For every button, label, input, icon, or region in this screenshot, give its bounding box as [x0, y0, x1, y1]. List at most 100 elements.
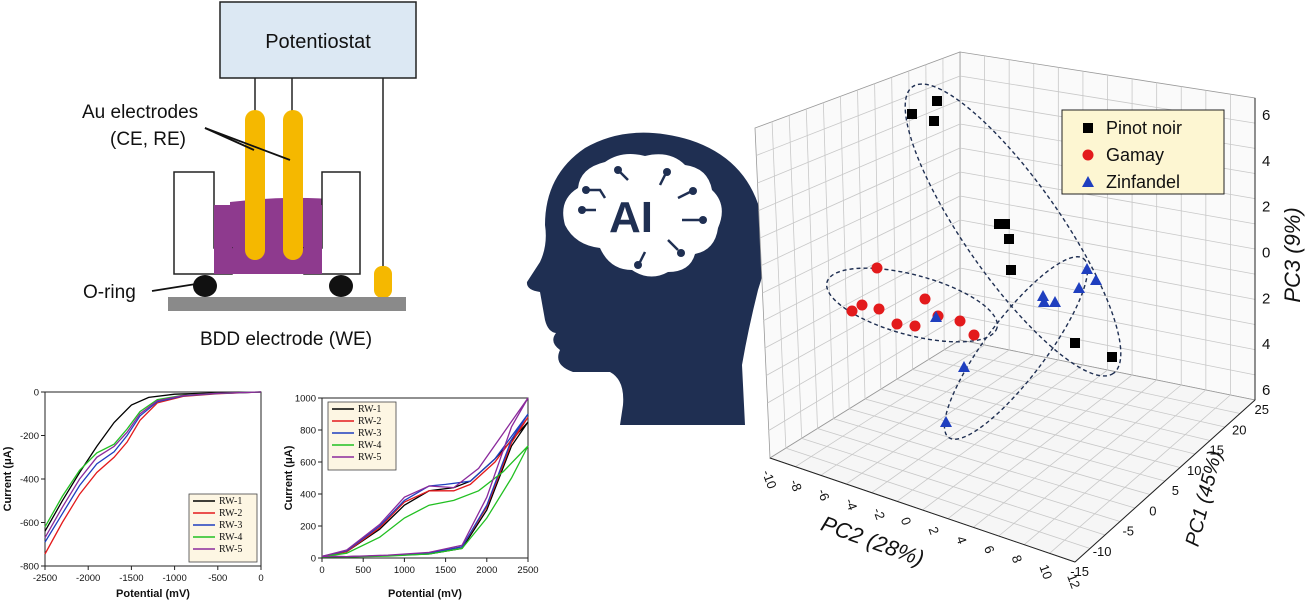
pca-gridline [944, 349, 1241, 414]
pca-ztick-label: 4 [1262, 153, 1270, 170]
pca-ytick-label: -5 [1122, 524, 1134, 539]
c1-xtick-label: -1500 [119, 573, 143, 584]
c2-legend-box [327, 401, 397, 471]
cluster-ellipse-zinfandel [943, 256, 1089, 440]
potentiostat-box [219, 1, 417, 79]
c2-ytick-label: 1000 [295, 394, 316, 405]
c1-ytick-label: -400 [20, 475, 39, 486]
c1-legend-box [188, 493, 258, 563]
pca-points-group [846, 96, 1117, 427]
pca-xtick-label: 10 [1036, 562, 1055, 581]
pca-point-gamay [968, 329, 980, 341]
pca-xtick-label: -10 [759, 468, 780, 491]
au-electrode-ce [245, 110, 265, 260]
chart2-xlabel: Potential (mV) [388, 588, 462, 600]
pca-point-zinfandel [1038, 296, 1050, 307]
c1-ytick-label: -600 [20, 518, 39, 529]
chart2-ylabel: Current (μA) [283, 445, 295, 510]
pca-ztick-label: 4 [1262, 336, 1270, 353]
c2-ytick-label: 400 [300, 490, 316, 501]
c1-legend-label: RW-1 [219, 496, 242, 507]
pca-legend-label: Gamay [1106, 145, 1164, 165]
cell-solution-right [304, 205, 322, 274]
au-electrodes-label-1: Au electrodes [82, 102, 198, 123]
c1-ytick-label: -800 [20, 562, 39, 573]
pca-ytick-label: 10 [1187, 463, 1201, 478]
c2-xtick-label: 500 [355, 565, 371, 576]
pca-gridline [959, 315, 1256, 376]
pca-legend-marker [1083, 123, 1093, 133]
chart1-ylabel: Current (μA) [2, 446, 14, 511]
we-contact [374, 266, 392, 298]
pca-point-zinfandel [1037, 290, 1049, 301]
pca-xtick-label: -4 [842, 496, 860, 512]
chart1-legend: RW-1RW-2RW-3RW-4RW-5 [188, 493, 258, 563]
pca-gridline [959, 291, 1256, 351]
pca-ytick-label: 15 [1210, 443, 1224, 458]
pca-point-zinfandel [1073, 282, 1085, 293]
oring-label: O-ring [83, 282, 136, 303]
chart1-series-group [44, 391, 262, 555]
pca-point-pinot-noir [994, 219, 1004, 229]
cv-chart-negative: -2500 -2000 -1500 -1000 -500 0 0 -200 -400 -600 -8… [2, 388, 264, 601]
pca-gridline [928, 359, 1226, 428]
pca-point-gamay [873, 303, 885, 315]
c1-xtick-label: -1000 [162, 573, 186, 584]
c1-legend-label: RW-3 [219, 520, 242, 531]
pca-point-zinfandel [1090, 274, 1102, 285]
oring-right [329, 275, 353, 297]
c2-xtick-label: 0 [319, 565, 324, 576]
pca-point-zinfandel [958, 361, 970, 372]
pca-xtick-label: 0 [898, 515, 915, 527]
pca-point-pinot-noir [932, 96, 942, 106]
pca-xtick-label: 2 [926, 525, 943, 537]
c1-xtick-label: -2000 [76, 573, 100, 584]
pca-xtick-label: 12 [1064, 572, 1083, 591]
pca-legend-marker [1082, 149, 1094, 161]
c2-legend-label: RW-2 [358, 416, 381, 427]
c1-ytick-label: 0 [34, 388, 39, 399]
au-electrode-re [283, 110, 303, 260]
au-pointer-2 [204, 127, 291, 161]
pca-ytick-label: 5 [1172, 483, 1179, 498]
c2-legend-label: RW-4 [358, 440, 381, 451]
oring-left [193, 275, 217, 297]
c1-ytick-label: -200 [20, 431, 39, 442]
pca-point-gamay [846, 305, 858, 317]
pca-gridline [942, 58, 945, 350]
pca-legend-label: Zinfandel [1106, 172, 1180, 192]
pca-gridline [767, 291, 961, 404]
c2-ytick-label: 800 [300, 426, 316, 437]
cluster-ellipse-gamay [825, 267, 999, 343]
c1-legend-label: RW-4 [219, 532, 242, 543]
pca-ytick-label: -10 [1093, 544, 1112, 559]
setup-schematic: Potentiostat Au electrodes (CE, RE) O-ri… [82, 1, 417, 350]
potentiostat-label: Potentiostat [265, 31, 371, 53]
pca-point-pinot-noir [929, 116, 939, 126]
pca-3d-scatter: -10 -8-6-4-2 0246810122520151050-5-10-1564… [754, 51, 1305, 591]
pca-ytick-label: 25 [1255, 402, 1269, 417]
pca-xtick-label: -6 [815, 487, 833, 503]
pca-xtick-label: 6 [981, 544, 998, 556]
c2-legend-label: RW-1 [358, 404, 381, 415]
c2-legend-label: RW-5 [358, 452, 381, 463]
pca-point-zinfandel [1049, 296, 1061, 307]
pca-point-zinfandel [940, 416, 952, 427]
pca-xtick-label: -2 [870, 506, 888, 522]
c1-xtick-label: 0 [258, 573, 263, 584]
pca-ytick-label: -15 [1070, 564, 1089, 579]
chart2-series-group [321, 397, 529, 558]
c2-legend-label: RW-3 [358, 428, 381, 439]
c2-xtick-label: 1000 [394, 565, 415, 576]
pca-x-axis [769, 457, 1076, 563]
ai-head: AI [526, 132, 766, 426]
chart2-ticks-group: 0 500 1000 1500 2000 2500 0 200 400 600 800 1000 [295, 394, 539, 577]
ai-label: AI [609, 193, 653, 242]
chart2-legend: RW-1RW-2RW-3RW-4RW-5 [327, 401, 397, 471]
pca-ztick-label: 6 [1262, 107, 1270, 124]
pca-point-gamay [909, 320, 921, 332]
brain-icon [563, 154, 722, 277]
pca-zlabel: PC3 (9%) [1280, 207, 1305, 302]
c1-series-rw-5 [44, 391, 262, 539]
